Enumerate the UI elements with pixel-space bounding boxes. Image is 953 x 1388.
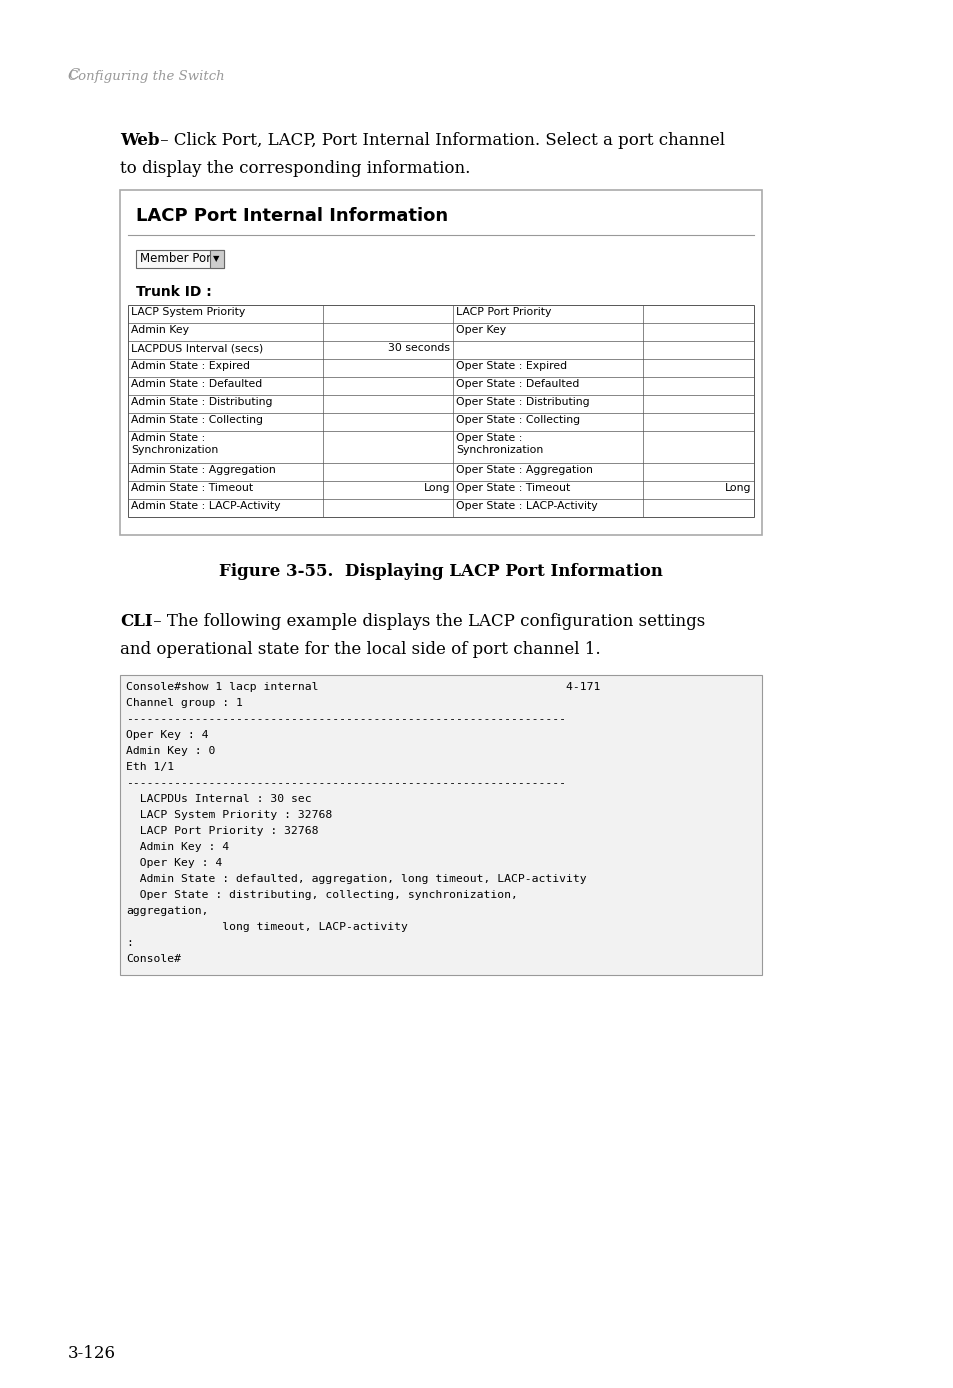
Text: Oper State : Defaulted: Oper State : Defaulted <box>456 379 578 389</box>
Text: Console#: Console# <box>126 954 181 965</box>
Bar <box>210 250 224 268</box>
Text: Long: Long <box>423 483 450 493</box>
Text: Channel group : 1: Channel group : 1 <box>126 698 243 708</box>
Text: Long: Long <box>723 483 750 493</box>
Text: ----------------------------------------------------------------: ----------------------------------------… <box>126 779 565 788</box>
Text: Console#show 1 lacp internal                                    4-171: Console#show 1 lacp internal 4-171 <box>126 682 599 693</box>
Text: Admin State : Defaulted: Admin State : Defaulted <box>131 379 262 389</box>
Text: and operational state for the local side of port channel 1.: and operational state for the local side… <box>120 641 600 658</box>
Text: LACP System Priority : 32768: LACP System Priority : 32768 <box>126 811 332 820</box>
Text: – The following example displays the LACP configuration settings: – The following example displays the LAC… <box>148 613 704 630</box>
Text: Oper State : distributing, collecting, synchronization,: Oper State : distributing, collecting, s… <box>126 890 517 899</box>
Text: LACP Port Priority: LACP Port Priority <box>456 307 551 316</box>
Bar <box>136 250 224 268</box>
Bar <box>120 675 761 974</box>
Text: Admin State : defaulted, aggregation, long timeout, LACP-activity: Admin State : defaulted, aggregation, lo… <box>126 874 586 884</box>
Bar <box>120 190 761 534</box>
Text: to display the corresponding information.: to display the corresponding information… <box>120 160 470 178</box>
Text: Member Port: Member Port <box>140 253 215 265</box>
Text: Oper Key : 4: Oper Key : 4 <box>126 858 222 868</box>
Text: Admin Key : 0: Admin Key : 0 <box>126 745 215 756</box>
Text: LACP Port Priority : 32768: LACP Port Priority : 32768 <box>126 826 318 836</box>
Text: Oper State : LACP-Activity: Oper State : LACP-Activity <box>456 501 597 511</box>
Bar <box>128 305 753 516</box>
Text: Oper State : Expired: Oper State : Expired <box>456 361 566 371</box>
Text: Oper State :
Synchronization: Oper State : Synchronization <box>456 433 542 455</box>
Text: Oper State : Collecting: Oper State : Collecting <box>456 415 579 425</box>
Text: Oper State : Aggregation: Oper State : Aggregation <box>456 465 592 475</box>
Text: Admin Key: Admin Key <box>131 325 189 335</box>
Text: Admin State :
Synchronization: Admin State : Synchronization <box>131 433 218 455</box>
Text: Oper Key: Oper Key <box>456 325 506 335</box>
Text: Admin State : Aggregation: Admin State : Aggregation <box>131 465 275 475</box>
Text: LACPDUS Interval (secs): LACPDUS Interval (secs) <box>131 343 263 353</box>
Text: Figure 3-55.  Displaying LACP Port Information: Figure 3-55. Displaying LACP Port Inform… <box>219 564 662 580</box>
Text: Configuring the Switch: Configuring the Switch <box>68 69 224 83</box>
Text: Oper Key : 4: Oper Key : 4 <box>126 730 209 740</box>
Text: Oper State : Distributing: Oper State : Distributing <box>456 397 589 407</box>
Text: Web: Web <box>120 132 159 149</box>
Text: :: : <box>126 938 132 948</box>
Text: Admin State : Expired: Admin State : Expired <box>131 361 250 371</box>
Text: 30 seconds: 30 seconds <box>388 343 450 353</box>
Text: ▼: ▼ <box>213 254 219 262</box>
Text: LACP System Priority: LACP System Priority <box>131 307 245 316</box>
Text: CLI: CLI <box>120 613 152 630</box>
Text: Oper State : Timeout: Oper State : Timeout <box>456 483 570 493</box>
Text: Admin Key : 4: Admin Key : 4 <box>126 843 229 852</box>
Text: aggregation,: aggregation, <box>126 906 209 916</box>
Text: Admin State : Collecting: Admin State : Collecting <box>131 415 263 425</box>
Text: LACPDUs Internal : 30 sec: LACPDUs Internal : 30 sec <box>126 794 312 804</box>
Text: Admin State : Distributing: Admin State : Distributing <box>131 397 273 407</box>
Text: Eth 1/1: Eth 1/1 <box>126 762 174 772</box>
Text: Admin State : LACP-Activity: Admin State : LACP-Activity <box>131 501 280 511</box>
Text: long timeout, LACP-activity: long timeout, LACP-activity <box>126 922 408 931</box>
Text: LACP Port Internal Information: LACP Port Internal Information <box>136 207 448 225</box>
Text: Admin State : Timeout: Admin State : Timeout <box>131 483 253 493</box>
Text: Trunk ID :: Trunk ID : <box>136 285 212 298</box>
Text: – Click Port, LACP, Port Internal Information. Select a port channel: – Click Port, LACP, Port Internal Inform… <box>154 132 724 149</box>
Text: C: C <box>68 68 79 82</box>
Text: ----------------------------------------------------------------: ----------------------------------------… <box>126 713 565 725</box>
Text: 3-126: 3-126 <box>68 1345 116 1362</box>
